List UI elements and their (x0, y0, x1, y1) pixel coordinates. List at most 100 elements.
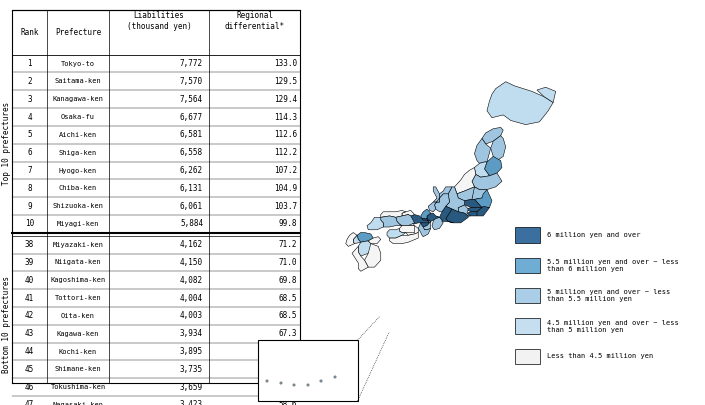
Text: 3,934: 3,934 (180, 329, 203, 338)
Polygon shape (396, 215, 415, 226)
Polygon shape (387, 228, 406, 238)
Polygon shape (446, 209, 468, 223)
Polygon shape (472, 187, 487, 199)
Polygon shape (400, 226, 415, 232)
Text: Nagasaki-ken: Nagasaki-ken (53, 402, 104, 405)
Polygon shape (474, 162, 489, 177)
Polygon shape (439, 206, 453, 223)
Text: 47: 47 (25, 401, 34, 405)
Polygon shape (423, 222, 431, 230)
Text: 4,150: 4,150 (180, 258, 203, 267)
Text: Chiba-ken: Chiba-ken (59, 185, 97, 191)
Text: Saitama-ken: Saitama-ken (55, 79, 102, 84)
Text: 129.4: 129.4 (274, 95, 297, 104)
Text: 6,558: 6,558 (180, 148, 203, 157)
Text: 3,659: 3,659 (180, 383, 203, 392)
Text: Kagawa-ken: Kagawa-ken (57, 331, 99, 337)
Text: 133.0: 133.0 (274, 59, 297, 68)
Polygon shape (465, 199, 482, 208)
Text: 6: 6 (27, 148, 32, 157)
Polygon shape (427, 213, 439, 222)
Polygon shape (345, 232, 357, 246)
Text: Top 10 prefectures: Top 10 prefectures (1, 102, 11, 185)
Text: 38: 38 (25, 240, 34, 249)
Polygon shape (484, 156, 502, 176)
Text: Shiga-ken: Shiga-ken (59, 150, 97, 156)
Bar (515, 258, 540, 273)
Bar (515, 288, 540, 303)
Text: 40: 40 (25, 276, 34, 285)
Polygon shape (467, 208, 482, 212)
Text: Prefecture: Prefecture (55, 28, 102, 37)
Text: 4,162: 4,162 (180, 240, 203, 249)
Bar (515, 349, 540, 364)
Text: 69.8: 69.8 (278, 276, 297, 285)
Text: 46: 46 (25, 383, 34, 392)
Polygon shape (432, 216, 443, 230)
Text: 9: 9 (27, 202, 32, 211)
Bar (258, 340, 357, 401)
Polygon shape (537, 87, 556, 102)
Text: Miyagi-ken: Miyagi-ken (57, 221, 99, 227)
Polygon shape (357, 232, 373, 242)
Text: 112.6: 112.6 (274, 130, 297, 139)
Polygon shape (353, 235, 361, 243)
Polygon shape (381, 216, 402, 227)
Polygon shape (418, 223, 431, 237)
Text: 7,570: 7,570 (180, 77, 203, 86)
Text: 3,423: 3,423 (180, 401, 203, 405)
Polygon shape (487, 82, 553, 125)
Polygon shape (364, 243, 381, 267)
Text: 104.9: 104.9 (274, 184, 297, 193)
Text: 6,061: 6,061 (180, 202, 203, 211)
Text: 7: 7 (27, 166, 32, 175)
Text: Osaka-fu: Osaka-fu (61, 114, 95, 120)
Polygon shape (406, 226, 418, 235)
Text: 6,581: 6,581 (180, 130, 203, 139)
Text: 2: 2 (27, 77, 32, 86)
Text: 5 million yen and over ~ less
than 5.5 million yen: 5 million yen and over ~ less than 5.5 m… (547, 289, 670, 302)
Text: 66.6: 66.6 (278, 347, 297, 356)
Text: 68.5: 68.5 (278, 294, 297, 303)
Text: 129.5: 129.5 (274, 77, 297, 86)
Polygon shape (368, 237, 381, 243)
Text: Kochi-ken: Kochi-ken (59, 349, 97, 354)
Polygon shape (457, 187, 474, 201)
Polygon shape (428, 198, 439, 212)
Text: 5,884: 5,884 (180, 220, 203, 228)
Text: 43: 43 (25, 329, 34, 338)
Text: 5: 5 (27, 130, 32, 139)
Polygon shape (434, 194, 450, 212)
Polygon shape (474, 139, 491, 163)
Text: 42: 42 (25, 311, 34, 320)
Text: 112.2: 112.2 (274, 148, 297, 157)
Polygon shape (381, 211, 406, 217)
Polygon shape (472, 173, 502, 190)
Text: 99.8: 99.8 (278, 220, 297, 228)
Text: 39: 39 (25, 258, 34, 267)
Text: 68.5: 68.5 (278, 311, 297, 320)
Text: 4,082: 4,082 (180, 276, 203, 285)
Polygon shape (367, 217, 384, 230)
Polygon shape (389, 232, 418, 243)
Text: 71.0: 71.0 (278, 258, 297, 267)
Text: 107.2: 107.2 (274, 166, 297, 175)
Text: 71.2: 71.2 (278, 240, 297, 249)
Text: 45: 45 (25, 365, 34, 374)
Polygon shape (474, 190, 492, 208)
Text: 3,735: 3,735 (180, 365, 203, 374)
Text: 67.3: 67.3 (278, 329, 297, 338)
Polygon shape (358, 241, 373, 256)
Text: Tokyo-to: Tokyo-to (61, 61, 95, 66)
Text: 1: 1 (27, 59, 32, 68)
Text: Oita-ken: Oita-ken (61, 313, 95, 319)
Polygon shape (491, 136, 505, 160)
Polygon shape (467, 212, 481, 216)
Text: 4,004: 4,004 (180, 294, 203, 303)
Text: 6,262: 6,262 (180, 166, 203, 175)
Text: Aichi-ken: Aichi-ken (59, 132, 97, 138)
Text: 4,003: 4,003 (180, 311, 203, 320)
Text: 6,677: 6,677 (180, 113, 203, 121)
Text: Bottom 10 prefectures: Bottom 10 prefectures (1, 276, 11, 373)
Text: Hyogo-ken: Hyogo-ken (59, 168, 97, 173)
